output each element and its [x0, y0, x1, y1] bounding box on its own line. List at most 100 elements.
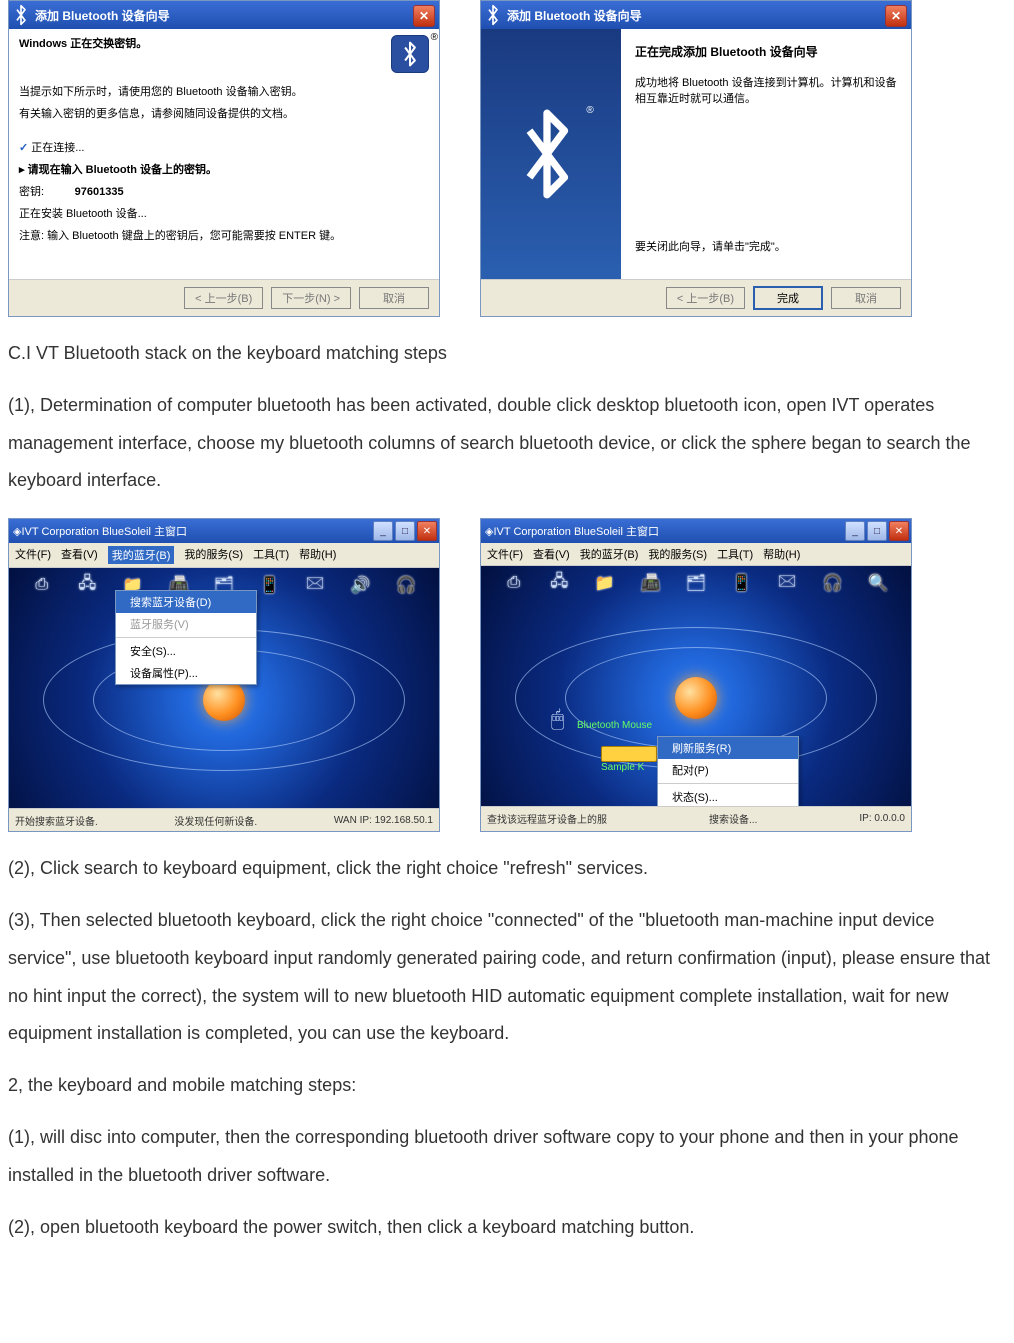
- menu-view[interactable]: 查看(V): [533, 546, 570, 562]
- completion-text: 成功地将 Bluetooth 设备连接到计算机。计算机和设备相互靠近时就可以通信…: [635, 74, 897, 106]
- service-icon[interactable]: ⎙: [501, 572, 527, 594]
- paragraph: 2, the keyboard and mobile matching step…: [8, 1067, 1006, 1105]
- menu-view[interactable]: 查看(V): [61, 546, 98, 564]
- status-mid: 没发现任何新设备.: [174, 813, 257, 828]
- service-icon[interactable]: 🖂: [302, 574, 328, 596]
- ivt-window-device: ◈ IVT Corporation BlueSoleil 主窗口 _ □ ✕ 文…: [480, 518, 912, 832]
- menubar[interactable]: 文件(F) 查看(V) 我的蓝牙(B) 我的服务(S) 工具(T) 帮助(H): [9, 543, 439, 568]
- menu-my-bluetooth[interactable]: 我的蓝牙(B): [108, 546, 175, 564]
- dropdown-item-refresh[interactable]: 刷新服务(R): [658, 737, 798, 759]
- service-icon[interactable]: 📱: [729, 572, 755, 594]
- dialog-body: ® 正在完成添加 Bluetooth 设备向导 成功地将 Bluetooth 设…: [481, 29, 911, 279]
- bluetooth-icon: [13, 7, 29, 23]
- paragraph: (1), Determination of computer bluetooth…: [8, 387, 1006, 500]
- menu-my-bluetooth[interactable]: 我的蓝牙(B): [580, 546, 639, 562]
- cancel-button[interactable]: 取消: [359, 287, 429, 309]
- minimize-icon[interactable]: _: [373, 521, 393, 541]
- dropdown-separator: [658, 783, 798, 784]
- dialog-body: Windows 正在交换密钥。 当提示如下所示时，请使用您的 Bluetooth…: [9, 29, 439, 279]
- center-sphere[interactable]: [203, 679, 245, 721]
- menu-my-services[interactable]: 我的服务(S): [648, 546, 707, 562]
- device-label-keyboard: Sample K: [601, 762, 644, 773]
- minimize-icon[interactable]: _: [845, 521, 865, 541]
- dropdown-item-status[interactable]: 状态(S)...: [658, 786, 798, 806]
- device-canvas[interactable]: ⎙ 🖧 📁 📠 🗂 📱 🖂 🔊 🎧 搜索蓝牙设备(D) 蓝牙服务(V): [9, 568, 439, 808]
- menu-tools[interactable]: 工具(T): [717, 546, 753, 562]
- dropdown-item-service[interactable]: 蓝牙服务(V): [116, 613, 256, 635]
- service-icon[interactable]: 🔍: [865, 572, 891, 594]
- dropdown-item-pair[interactable]: 配对(P): [658, 759, 798, 781]
- dialog-title: 添加 Bluetooth 设备向导: [507, 7, 642, 24]
- maximize-icon[interactable]: □: [395, 521, 415, 541]
- close-icon[interactable]: ✕: [413, 5, 435, 27]
- window-controls: _ □ ✕: [845, 521, 909, 541]
- menubar[interactable]: 文件(F) 查看(V) 我的蓝牙(B) 我的服务(S) 工具(T) 帮助(H): [481, 543, 911, 566]
- bluesoleil-icon: ◈: [485, 525, 493, 538]
- service-icon[interactable]: 🖧: [546, 572, 572, 594]
- registered-mark: ®: [586, 105, 593, 116]
- menu-tools[interactable]: 工具(T): [253, 546, 289, 564]
- menu-help[interactable]: 帮助(H): [763, 546, 800, 562]
- status-bar: 开始搜索蓝牙设备. 没发现任何新设备. WAN IP: 192.168.50.1: [9, 808, 439, 831]
- close-icon[interactable]: ✕: [417, 521, 437, 541]
- menu-file[interactable]: 文件(F): [15, 546, 51, 564]
- add-bt-wizard-key-dialog: 添加 Bluetooth 设备向导 ✕ Windows 正在交换密钥。 当提示如…: [8, 0, 440, 317]
- status-right: IP: 0.0.0.0: [859, 813, 905, 824]
- keyboard-device-icon[interactable]: [601, 746, 657, 762]
- doc-section-c: C.I VT Bluetooth stack on the keyboard m…: [8, 335, 1006, 500]
- next-button[interactable]: 下一步(N) >: [271, 287, 351, 309]
- instruction-line: 有关输入密钥的更多信息，请参阅随同设备提供的文档。: [19, 105, 429, 121]
- note-text: 注意: 输入 Bluetooth 键盘上的密钥后，您可能需要按 ENTER 键。: [19, 227, 429, 243]
- maximize-icon[interactable]: □: [867, 521, 887, 541]
- status-left: 查找该远程蓝牙设备上的服: [487, 811, 607, 826]
- back-button[interactable]: < 上一步(B): [184, 287, 263, 309]
- back-button[interactable]: < 上一步(B): [666, 287, 745, 309]
- doc-section-steps: (2), Click search to keyboard equipment,…: [8, 850, 1006, 1246]
- service-icon[interactable]: 🎧: [393, 574, 419, 596]
- device-context-menu: 刷新服务(R) 配对(P) 状态(S)... 属性(P)...: [657, 736, 799, 806]
- service-icon[interactable]: 🗂: [683, 572, 709, 594]
- service-icon[interactable]: 🔊: [348, 574, 374, 596]
- service-icon[interactable]: 🖂: [774, 572, 800, 594]
- finish-button[interactable]: 完成: [753, 286, 823, 310]
- passkey-row: 密钥: 97601335: [19, 183, 429, 199]
- ivt-row: ◈ IVT Corporation BlueSoleil 主窗口 _ □ ✕ 文…: [8, 518, 1006, 832]
- dropdown-item-security[interactable]: 安全(S)...: [116, 640, 256, 662]
- bluetooth-icon: [485, 7, 501, 23]
- close-icon[interactable]: ✕: [885, 5, 907, 27]
- mybluetooth-dropdown: 搜索蓝牙设备(D) 蓝牙服务(V) 安全(S)... 设备属性(P)...: [115, 590, 257, 685]
- mouse-device-icon[interactable]: 🖱: [551, 706, 564, 732]
- close-icon[interactable]: ✕: [889, 521, 909, 541]
- center-sphere[interactable]: [675, 677, 717, 719]
- service-icon[interactable]: 📠: [637, 572, 663, 594]
- service-icon[interactable]: 🖧: [74, 574, 100, 596]
- status-left: 开始搜索蓝牙设备.: [15, 813, 98, 828]
- close-instruction: 要关闭此向导，请单击"完成"。: [635, 238, 897, 254]
- dialog-heading: Windows 正在交换密钥。: [19, 35, 147, 51]
- paragraph: (2), Click search to keyboard equipment,…: [8, 850, 1006, 888]
- bluesoleil-icon: ◈: [13, 525, 21, 538]
- titlebar: 添加 Bluetooth 设备向导 ✕: [9, 1, 439, 29]
- menu-my-services[interactable]: 我的服务(S): [184, 546, 243, 564]
- instruction-line: 当提示如下所示时，请使用您的 Bluetooth 设备输入密钥。: [19, 83, 429, 99]
- cancel-button[interactable]: 取消: [831, 287, 901, 309]
- status-mid: 搜索设备...: [709, 811, 757, 826]
- dropdown-item-search[interactable]: 搜索蓝牙设备(D): [116, 591, 256, 613]
- ivt-window-search: ◈ IVT Corporation BlueSoleil 主窗口 _ □ ✕ 文…: [8, 518, 440, 832]
- service-icon[interactable]: 📁: [592, 572, 618, 594]
- service-icon[interactable]: 📱: [257, 574, 283, 596]
- service-icon[interactable]: ⎙: [29, 574, 55, 596]
- wizard-content: 正在完成添加 Bluetooth 设备向导 成功地将 Bluetooth 设备连…: [621, 29, 911, 279]
- paragraph: (3), Then selected bluetooth keyboard, c…: [8, 902, 1006, 1053]
- dropdown-item-properties[interactable]: 设备属性(P)...: [116, 662, 256, 684]
- menu-file[interactable]: 文件(F): [487, 546, 523, 562]
- device-label-mouse: Bluetooth Mouse: [577, 720, 652, 731]
- status-right: WAN IP: 192.168.50.1: [334, 815, 433, 826]
- menu-help[interactable]: 帮助(H): [299, 546, 336, 564]
- titlebar: 添加 Bluetooth 设备向导 ✕: [481, 1, 911, 29]
- bluetooth-badge-icon: [391, 35, 429, 73]
- titlebar: ◈ IVT Corporation BlueSoleil 主窗口 _ □ ✕: [481, 519, 911, 543]
- service-icon[interactable]: 🎧: [820, 572, 846, 594]
- wizard-side-panel: ®: [481, 29, 621, 279]
- device-canvas[interactable]: ⎙ 🖧 📁 📠 🗂 📱 🖂 🎧 🔍 🖱 Bluetooth Mouse Samp…: [481, 566, 911, 806]
